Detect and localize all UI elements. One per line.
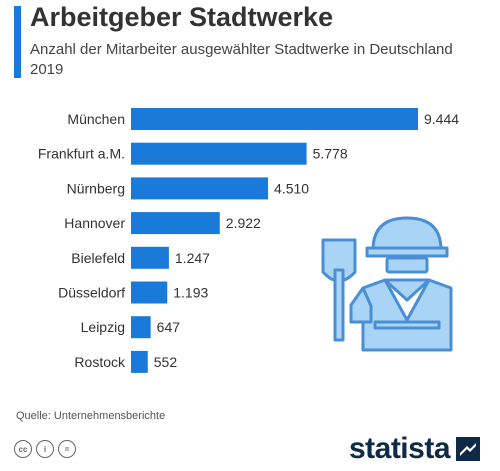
cc-icon[interactable]: cc [14,440,32,458]
bar [131,316,151,339]
license-icons: cc i = [14,440,76,458]
category-label: München [67,111,125,127]
bar [131,108,418,130]
by-icon[interactable]: i [36,440,54,458]
bar-chart: München 9.444 Frankfurt a.M. 5.778 Nürnberg 4… [38,108,459,373]
category-label: Frankfurt a.M. [38,146,125,162]
title-accent-bar [14,6,21,78]
category-label: Bielefeld [71,250,125,266]
bar [131,246,169,269]
category-label: Düsseldorf [58,285,125,301]
category-label: Hannover [64,215,125,231]
value-label: 4.510 [274,180,309,196]
value-label: 647 [157,319,181,335]
chart-subtitle: Anzahl der Mitarbeiter ausgewählter Stad… [30,41,453,78]
chart-title: Arbeitgeber Stadtwerke [30,2,334,32]
source-note: Quelle: Unternehmensberichte [16,410,166,422]
category-label: Leipzig [81,319,125,335]
value-label: 552 [154,354,178,370]
value-label: 5.778 [313,146,348,162]
nd-icon[interactable]: = [58,440,76,458]
logo-text: statista [348,432,451,465]
bar [131,212,220,235]
category-label: Nürnberg [67,180,125,196]
value-label: 1.247 [175,250,210,266]
value-label: 2.922 [226,215,261,231]
value-label: 1.193 [173,285,208,301]
value-label: 9.444 [424,111,459,127]
category-label: Rostock [74,354,126,370]
statista-logo[interactable]: statista [349,432,480,466]
bar [131,142,307,165]
worker-illustration-icon [321,216,453,352]
bar [131,281,168,304]
logo-mark-icon [456,437,480,461]
bar [131,177,269,200]
bar [131,350,148,373]
